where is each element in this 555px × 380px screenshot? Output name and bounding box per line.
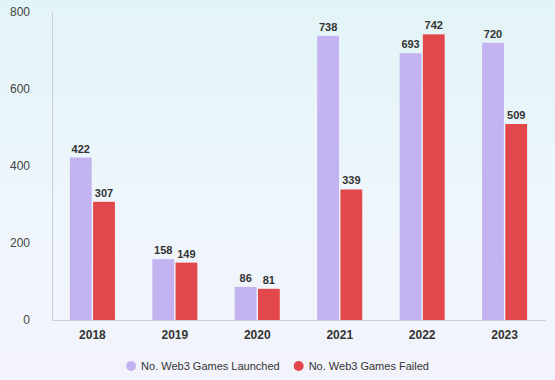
bar [93,202,115,320]
y-tick-label: 400 [10,159,30,173]
x-tick: 2019 [161,320,188,342]
bar [152,259,174,320]
x-tick-label: 2023 [491,328,518,342]
legend-item: No. Web3 Games Launched [126,360,280,372]
bars [70,34,527,320]
data-label: 742 [425,19,443,31]
x-axis: 2018 2019 2020 2021 2022 2023 [53,320,546,342]
y-tick: 800 [10,5,52,19]
bar [258,289,280,320]
x-tick: 2020 [244,320,271,342]
data-label: 86 [240,272,252,284]
bar [235,287,257,320]
data-label: 720 [484,28,502,40]
bar [340,189,362,320]
y-tick-label: 800 [10,5,30,19]
y-tick-label: 600 [10,82,30,96]
x-tick-label: 2018 [79,328,106,342]
legend: No. Web3 Games Launched No. Web3 Games Fa… [126,360,429,372]
data-label: 738 [319,21,337,33]
y-tick-label: 200 [10,236,30,250]
y-tick: 200 [10,236,52,250]
bar [317,36,339,320]
data-label: 158 [154,244,172,256]
x-tick-label: 2020 [244,328,271,342]
legend-swatch [126,361,136,371]
y-tick-label: 0 [23,313,30,327]
legend-label: No. Web3 Games Launched [141,360,280,372]
bar [400,53,422,320]
chart: 0 200 400 600 800 422 158 86 738 693 720 307 149 81 33… [0,0,555,380]
bar [482,43,504,320]
legend-item: No. Web3 Games Failed [294,360,429,372]
data-label: 509 [507,109,525,121]
x-tick-label: 2022 [409,328,436,342]
bar [423,34,445,320]
bar [70,158,92,320]
y-tick: 400 [10,159,52,173]
legend-label: No. Web3 Games Failed [309,360,429,372]
x-tick: 2021 [326,320,353,342]
data-label: 339 [342,174,360,186]
data-label: 81 [263,274,275,286]
x-tick-label: 2019 [161,328,188,342]
y-tick: 0 [23,313,52,327]
x-axis-line [53,320,546,321]
y-axis: 0 200 400 600 800 [10,5,53,327]
data-labels: 422 158 86 738 693 720 307 149 81 339 742 509 [72,19,526,285]
bar [505,124,527,320]
data-label: 693 [401,38,419,50]
data-label: 149 [177,248,195,260]
bar [176,263,198,320]
legend-swatch [294,361,304,371]
data-label: 422 [72,143,90,155]
x-tick: 2022 [409,320,436,342]
y-axis-line [52,13,53,321]
y-tick: 600 [10,82,52,96]
data-label: 307 [95,187,113,199]
x-tick: 2018 [79,320,106,342]
x-tick-label: 2021 [326,328,353,342]
x-tick: 2023 [491,320,518,342]
plot: 0 200 400 600 800 422 158 86 738 693 720 307 149 81 33… [10,5,546,341]
